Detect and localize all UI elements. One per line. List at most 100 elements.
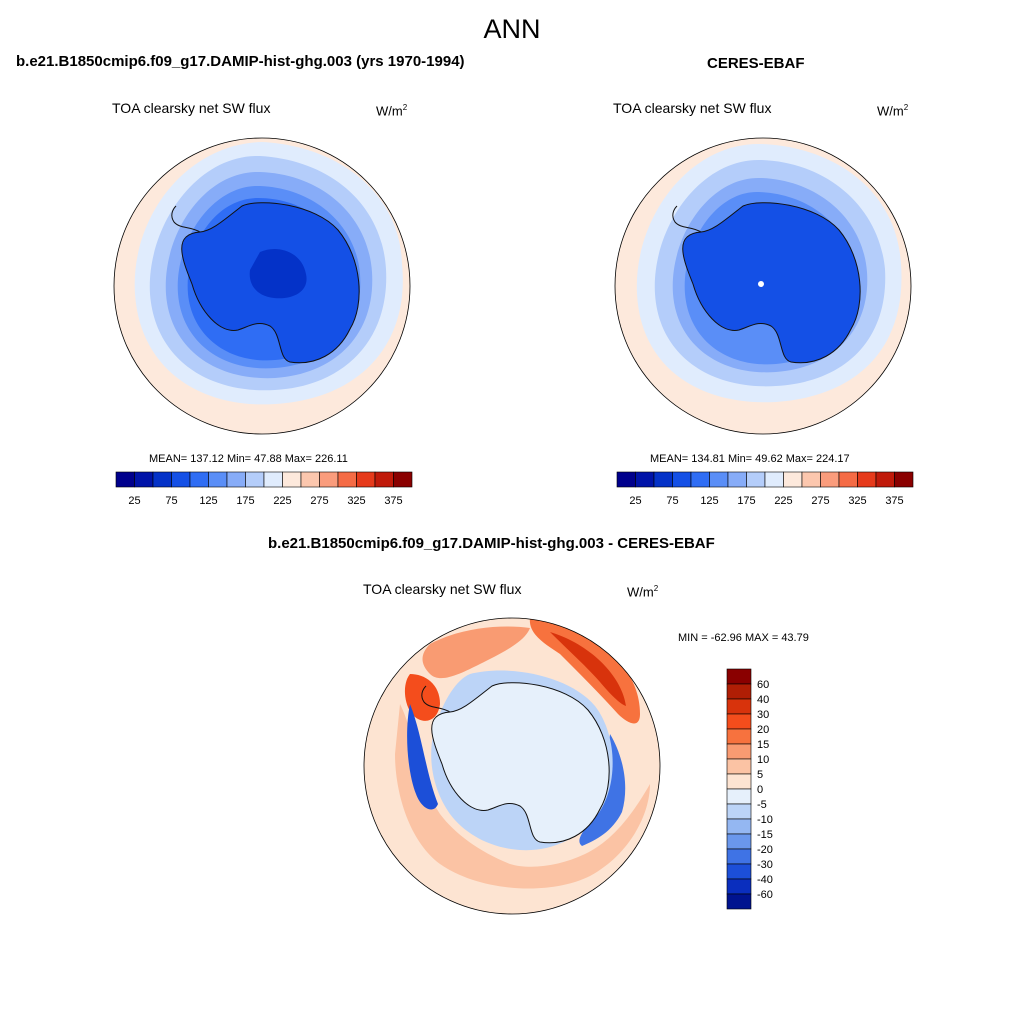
colorbar-model: 25 75 125 175 225 275 325 375 — [115, 471, 413, 507]
panel-1-variable: TOA clearsky net SW flux — [112, 100, 271, 116]
colorbar-model-swatch-7 — [245, 471, 265, 488]
colorbar-model-swatch-3 — [171, 471, 191, 488]
colorbar-obs-swatch-9 — [783, 471, 803, 488]
panel-3-variable: TOA clearsky net SW flux — [363, 581, 522, 597]
colorbar-obs-swatch-5 — [709, 471, 729, 488]
colorbar-model-swatch-2 — [152, 471, 172, 488]
map-diff-positive-ring — [395, 704, 650, 889]
panel-1-title: b.e21.B1850cmip6.f09_g17.DAMIP-hist-ghg.… — [16, 53, 465, 70]
colorbar-obs-swatch-11 — [820, 471, 840, 488]
colorbar-diff-swatch-5 — [726, 743, 752, 760]
colorbar-model-tick-label: 225 — [273, 495, 291, 507]
colorbar-model-swatch-6 — [226, 471, 246, 488]
colorbar-diff-tick-label: 0 — [757, 784, 763, 796]
panel-3-title: b.e21.B1850cmip6.f09_g17.DAMIP-hist-ghg.… — [268, 535, 715, 552]
colorbar-model-swatch-12 — [337, 471, 357, 488]
colorbar-model-swatch-8 — [263, 471, 283, 488]
colorbar-obs-swatch-7 — [746, 471, 766, 488]
colorbar-diff-swatch-6 — [726, 758, 752, 775]
colorbar-model-tick-label: 325 — [347, 495, 365, 507]
panel-2-variable: TOA clearsky net SW flux — [613, 100, 772, 116]
colorbar-model-swatch-11 — [319, 471, 339, 488]
colorbar-obs-swatch-4 — [690, 471, 710, 488]
colorbar-model-tick-label: 275 — [310, 495, 328, 507]
colorbar-obs-tick-label: 25 — [629, 495, 641, 507]
colorbar-diff-tick-label: 20 — [757, 724, 769, 736]
colorbar-obs-tick-label: 375 — [885, 495, 903, 507]
colorbar-obs-tick-label: 325 — [848, 495, 866, 507]
map-diff-border — [363, 617, 661, 915]
colorbar-diff-swatch-1 — [726, 683, 752, 700]
colorbar-obs-tick-label: 175 — [737, 495, 755, 507]
colorbar-obs-swatch-8 — [764, 471, 784, 488]
map-obs-pole-gap — [758, 281, 764, 287]
map-diff — [363, 617, 661, 915]
map-model-plateau — [249, 248, 307, 299]
colorbar-obs-swatch-12 — [838, 471, 858, 488]
map-obs-border — [614, 137, 912, 435]
colorbar-model-tick-label: 25 — [128, 495, 140, 507]
map-diff-positive-ne — [529, 618, 640, 724]
colorbar-diff-tick-label: 30 — [757, 709, 769, 721]
map-diff-negative-e — [579, 734, 626, 846]
colorbar-diff-tick-label: -60 — [757, 889, 773, 901]
colorbar-model-swatch-9 — [282, 471, 302, 488]
panel-2-title: CERES-EBAF — [707, 55, 805, 72]
map-diff-positive-w — [404, 674, 440, 721]
map-diff-negative-w — [407, 704, 438, 810]
colorbar-diff-tick-label: 15 — [757, 739, 769, 751]
colorbar-diff-swatch-15 — [726, 893, 752, 910]
colorbar-obs-tick-label: 275 — [811, 495, 829, 507]
colorbar-diff: 60 40 30 20 15 10 5 0 -5 -10 -15 -20 -30 -40 -60 — [726, 668, 773, 910]
colorbar-model-swatch-1 — [134, 471, 154, 488]
map-obs-antarctica — [682, 202, 861, 363]
map-obs-peninsula — [672, 205, 702, 233]
colorbar-diff-swatch-8 — [726, 788, 752, 805]
map-diff-strong-ne — [550, 632, 626, 706]
colorbar-obs-tick-label: 225 — [774, 495, 792, 507]
map-model-border — [113, 137, 411, 435]
colorbar-diff-swatch-3 — [726, 713, 752, 730]
colorbar-model-swatch-4 — [189, 471, 209, 488]
map-diff-coastline — [431, 682, 610, 844]
panel-1-units: W/m2 — [376, 103, 408, 119]
colorbar-model-swatch-10 — [300, 471, 320, 488]
colorbar-diff-tick-label: -20 — [757, 844, 773, 856]
panel-1-stats: MEAN= 137.12 Min= 47.88 Max= 226.11 — [149, 453, 348, 465]
colorbar-model-tick-label: 75 — [165, 495, 177, 507]
colorbar-obs-swatch-3 — [672, 471, 692, 488]
colorbar-diff-tick-label: -10 — [757, 814, 773, 826]
colorbar-model-swatch-14 — [374, 471, 394, 488]
panel-3-stats: MIN = -62.96 MAX = 43.79 — [678, 632, 809, 644]
map-diff-antarctica — [431, 682, 610, 843]
map-diff-positive-n — [422, 626, 530, 679]
colorbar-diff-tick-label: -5 — [757, 799, 767, 811]
colorbar-obs-swatch-6 — [727, 471, 747, 488]
colorbar-obs-swatch-1 — [635, 471, 655, 488]
colorbar-model-tick-label: 375 — [384, 495, 402, 507]
colorbar-obs-tick-label: 75 — [666, 495, 678, 507]
colorbar-diff-swatch-10 — [726, 818, 752, 835]
colorbar-diff-swatch-14 — [726, 878, 752, 895]
colorbar-diff-swatch-9 — [726, 803, 752, 820]
colorbar-obs-swatch-2 — [653, 471, 673, 488]
colorbar-diff-swatch-13 — [726, 863, 752, 880]
colorbar-diff-tick-label: -30 — [757, 859, 773, 871]
colorbar-diff-swatch-12 — [726, 848, 752, 865]
colorbar-diff-swatch-2 — [726, 698, 752, 715]
colorbar-model-swatch-13 — [356, 471, 376, 488]
colorbar-diff-swatch-7 — [726, 773, 752, 790]
colorbar-diff-tick-label: 40 — [757, 694, 769, 706]
map-model — [113, 137, 411, 435]
colorbar-diff-swatch-4 — [726, 728, 752, 745]
map-model-peninsula — [171, 205, 201, 233]
colorbar-diff-tick-label: 5 — [757, 769, 763, 781]
colorbar-diff-swatch-11 — [726, 833, 752, 850]
colorbar-obs-swatch-13 — [857, 471, 877, 488]
colorbar-model-tick-label: 125 — [199, 495, 217, 507]
colorbar-model-swatch-5 — [208, 471, 228, 488]
colorbar-obs-swatch-15 — [894, 471, 914, 488]
panel-2-stats: MEAN= 134.81 Min= 49.62 Max= 224.17 — [650, 453, 850, 465]
map-obs — [614, 137, 912, 435]
colorbar-obs: 25 75 125 175 225 275 325 375 — [616, 471, 914, 507]
